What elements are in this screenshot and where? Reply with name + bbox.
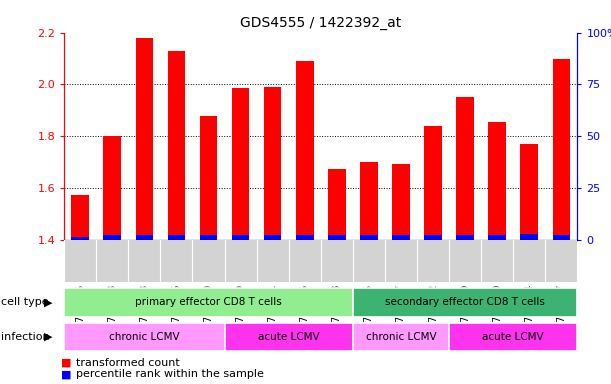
Bar — [488, 122, 506, 240]
Bar — [296, 61, 313, 240]
Text: acute LCMV: acute LCMV — [258, 332, 320, 342]
Bar — [264, 87, 282, 240]
Bar — [360, 162, 378, 240]
Text: acute LCMV: acute LCMV — [483, 332, 544, 342]
Text: ■: ■ — [61, 358, 71, 368]
Bar — [521, 234, 538, 240]
Text: ▶: ▶ — [44, 332, 53, 342]
Text: transformed count: transformed count — [76, 358, 180, 368]
Text: infection: infection — [1, 332, 50, 342]
Bar — [296, 235, 313, 240]
Text: percentile rank within the sample: percentile rank within the sample — [76, 369, 264, 379]
Bar — [521, 144, 538, 240]
Bar — [232, 235, 249, 240]
Bar — [552, 235, 570, 240]
Bar — [552, 59, 570, 240]
Bar — [200, 116, 218, 240]
Text: chronic LCMV: chronic LCMV — [365, 332, 436, 342]
Bar — [456, 235, 474, 240]
Bar — [136, 235, 153, 240]
Text: chronic LCMV: chronic LCMV — [109, 332, 180, 342]
Bar — [456, 98, 474, 240]
Bar — [424, 235, 442, 240]
Bar — [103, 136, 121, 240]
Text: ■: ■ — [61, 369, 71, 379]
Text: primary effector CD8 T cells: primary effector CD8 T cells — [135, 297, 282, 308]
Bar — [360, 235, 378, 240]
Bar — [232, 88, 249, 240]
Bar — [328, 169, 346, 240]
Bar — [488, 235, 506, 240]
Bar — [71, 237, 89, 240]
Text: ▶: ▶ — [44, 297, 53, 308]
Bar — [200, 235, 218, 240]
Bar — [424, 126, 442, 240]
Bar — [264, 235, 282, 240]
Text: secondary effector CD8 T cells: secondary effector CD8 T cells — [385, 297, 545, 308]
Bar — [136, 38, 153, 240]
Bar — [103, 235, 121, 240]
Bar — [392, 235, 410, 240]
Title: GDS4555 / 1422392_at: GDS4555 / 1422392_at — [240, 16, 401, 30]
Bar — [167, 235, 185, 240]
Text: cell type: cell type — [1, 297, 49, 308]
Bar — [167, 51, 185, 240]
Bar — [71, 195, 89, 240]
Bar — [392, 164, 410, 240]
Bar — [328, 235, 346, 240]
